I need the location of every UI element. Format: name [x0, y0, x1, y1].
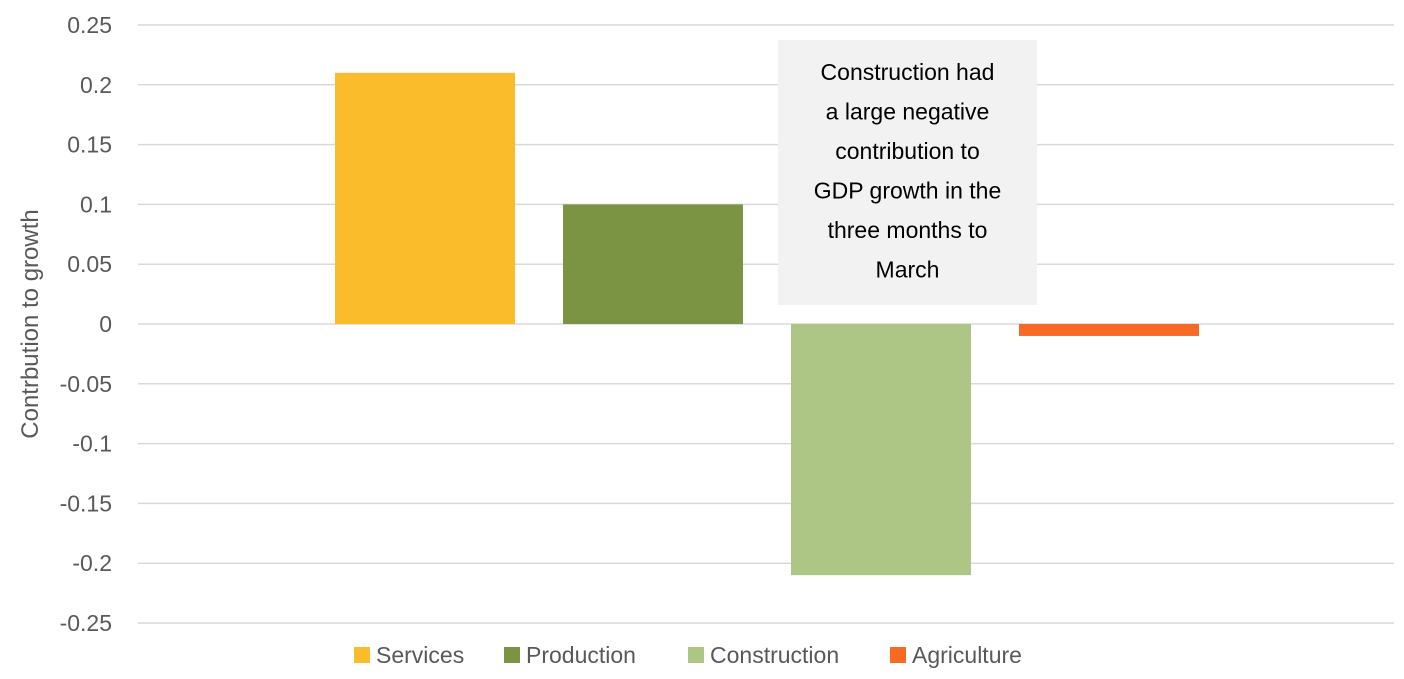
y-tick-label: -0.15 — [60, 490, 112, 516]
bar-services — [335, 72, 515, 324]
legend-label-production: Production — [526, 642, 636, 668]
annotation-line: Construction had — [821, 59, 995, 85]
y-tick-label: 0 — [99, 311, 112, 337]
annotation-line: three months to — [828, 217, 988, 243]
y-axis-ticks: 0.25 0.2 0.15 0.1 0.05 0 -0.05 -0.1 -0.15 -0.2 -0.… — [60, 12, 112, 636]
y-tick-label: 0.25 — [67, 12, 112, 38]
bar-construction — [791, 324, 971, 576]
y-tick-label: 0.1 — [80, 191, 112, 217]
legend-swatch-services — [354, 647, 370, 663]
y-tick-label: -0.25 — [60, 610, 112, 636]
legend-label-services: Services — [376, 642, 464, 668]
y-tick-label: 0.05 — [67, 251, 112, 277]
y-tick-label: -0.2 — [72, 550, 112, 576]
annotation-line: GDP growth in the — [814, 178, 1002, 204]
gridlines — [138, 24, 1394, 624]
legend-label-agriculture: Agriculture — [912, 642, 1022, 668]
bar-production — [563, 204, 743, 324]
annotation: Construction had a large negative contribu… — [778, 40, 1037, 305]
annotation-line: contribution to — [835, 138, 979, 164]
legend-swatch-construction — [688, 647, 704, 663]
y-tick-label: 0.2 — [80, 72, 112, 98]
bar-agriculture — [1019, 324, 1199, 336]
y-tick-label: -0.1 — [72, 431, 112, 457]
annotation-line: March — [876, 257, 940, 283]
y-axis-label: Contrbution to growth — [17, 209, 44, 438]
y-tick-label: -0.05 — [60, 371, 112, 397]
y-tick-label: 0.15 — [67, 132, 112, 158]
legend: Services Production Construction Agricultur… — [354, 642, 1022, 668]
legend-swatch-agriculture — [890, 647, 906, 663]
annotation-box — [778, 40, 1037, 305]
legend-swatch-production — [504, 647, 520, 663]
annotation-line: a large negative — [826, 99, 990, 125]
bars — [335, 72, 1199, 576]
legend-label-construction: Construction — [710, 642, 839, 668]
